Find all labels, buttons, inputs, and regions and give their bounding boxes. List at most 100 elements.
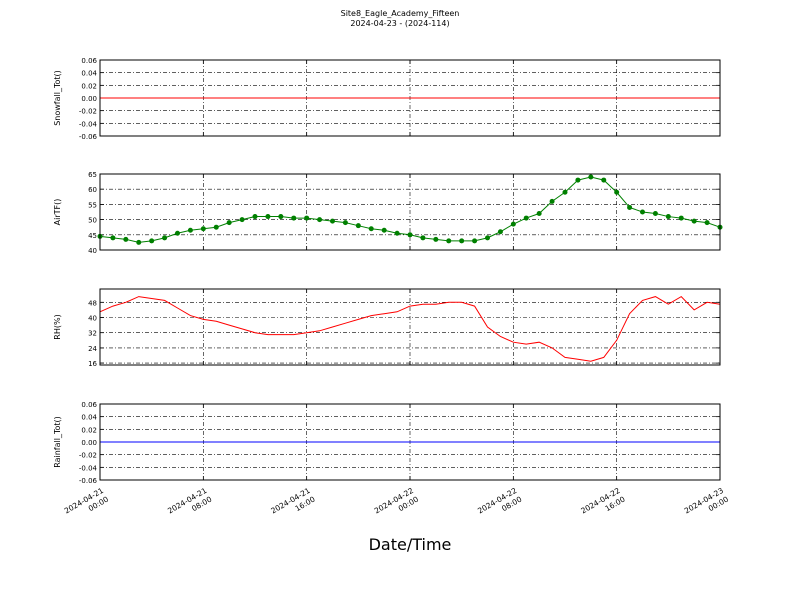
data-point [472,238,478,244]
data-line [99,295,721,362]
data-point [652,211,658,217]
data-point [368,226,374,232]
y-tick-label: 0.04 [81,70,97,78]
y-tick-label: 48 [88,299,97,307]
data-point [162,235,168,241]
data-point [226,220,232,226]
data-point [446,238,452,244]
data-point [355,223,361,229]
data-point [239,217,245,223]
data-point [523,215,529,221]
data-point [252,214,258,220]
data-point [330,218,335,224]
data-point [588,174,594,180]
data-point [123,236,129,242]
data-point [213,224,219,230]
data-point [549,198,555,204]
y-tick-label: -0.06 [79,133,98,141]
y-axis-label: RH(%) [53,314,62,339]
data-point [704,220,710,226]
y-tick-label: 50 [88,217,97,225]
data-point [562,189,568,195]
x-tick-label: 2024-04-2208:00 [476,486,523,524]
data-point [536,211,542,217]
x-axis-label: Date/Time [369,535,452,554]
data-point [627,204,633,210]
y-tick-label: 40 [88,315,97,323]
data-point [665,214,671,220]
data-point [394,230,400,236]
data-point [433,236,439,242]
y-tick-label: -0.06 [79,477,98,485]
y-axis-label: Snowfall_Tot() [53,70,62,126]
data-point [691,218,697,224]
x-tick-label: 2024-04-2200:00 [373,486,420,524]
y-tick-label: 24 [88,345,97,353]
plot-frame [99,288,721,366]
y-tick-label: 40 [88,247,97,255]
data-point [510,221,516,227]
y-tick-label: 45 [88,232,97,240]
y-tick-label: -0.04 [79,464,98,472]
data-point [575,177,581,183]
y-tick-label: -0.02 [79,452,97,460]
y-tick-label: 55 [88,201,97,209]
y-tick-label: -0.02 [79,108,97,116]
y-tick-label: 0.02 [81,82,97,90]
data-point [497,229,503,235]
data-point [459,238,465,244]
y-tick-label: 32 [88,330,97,338]
plot-frame [99,403,721,481]
figure-subtitle: 2024-04-23 - (2024-114) [350,19,449,28]
data-point [381,227,387,233]
data-point [200,226,206,232]
y-axis-label: Rainfall_Tot() [53,416,62,468]
x-tick-label-text: 2024-04-2216:00 [579,486,626,524]
data-point [278,214,284,220]
data-point [110,235,116,241]
x-tick-label: 2024-04-2100:00 [63,486,110,524]
data-point [149,238,155,244]
y-tick-label: 0.06 [81,57,97,65]
x-tick-label: 2024-04-2216:00 [579,486,626,524]
y-tick-label: 0.02 [81,426,97,434]
data-point [614,189,620,195]
data-point [407,232,413,238]
data-point [291,215,297,221]
data-point [601,177,607,183]
y-tick-label: 16 [88,360,97,368]
y-tick-label: -0.04 [79,120,98,128]
x-tick-label-text: 2024-04-2300:00 [683,486,730,524]
plot-frame [99,173,721,251]
y-tick-label: 0.00 [81,439,97,447]
data-point [342,220,348,226]
y-tick-label: 60 [88,186,97,194]
data-point [265,214,271,220]
y-axis-label: AirTF() [53,199,62,226]
data-point [678,215,684,221]
y-tick-label: 65 [88,171,97,179]
x-tick-label-text: 2024-04-2200:00 [373,486,420,524]
data-point [175,230,180,236]
data-point [485,235,490,241]
y-tick-label: 0.00 [81,95,97,103]
x-tick-label-text: 2024-04-2100:00 [63,486,110,524]
x-tick-label-text: 2024-04-2208:00 [476,486,523,524]
data-point [136,239,142,245]
x-tick-label-text: 2024-04-2108:00 [166,486,213,524]
plot-frame [99,59,721,137]
figure-title: Site8_Eagle_Academy_Fifteen [341,9,460,18]
data-point [187,227,193,233]
data-point [420,235,426,241]
y-tick-label: 0.04 [81,414,97,422]
x-tick-label-text: 2024-04-2116:00 [269,486,316,524]
data-point [304,215,310,221]
y-tick-label: 0.06 [81,401,97,409]
x-tick-label: 2024-04-2116:00 [269,486,316,524]
x-tick-label: 2024-04-2108:00 [166,486,213,524]
data-point [317,217,323,223]
x-tick-label: 2024-04-2300:00 [683,486,730,524]
data-point [640,209,645,215]
